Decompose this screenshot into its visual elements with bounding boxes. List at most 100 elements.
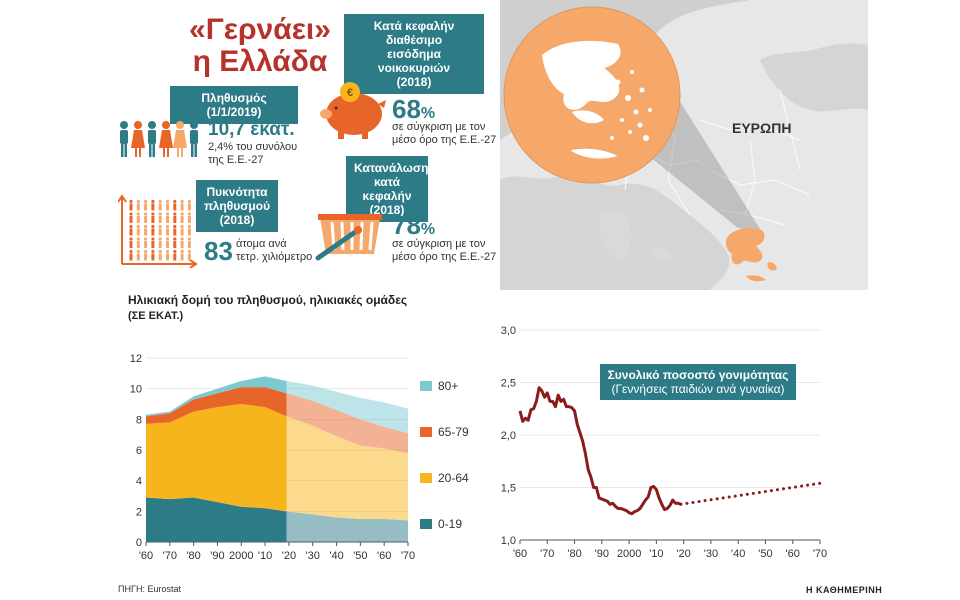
consumption-label-line2: κατά κεφαλήν (362, 175, 412, 203)
density-label-line3: (2018) (219, 213, 255, 227)
person-dot (180, 212, 184, 216)
page-title: «Γερνάει» η Ελλάδα (180, 14, 340, 78)
income-value-number: 68 (392, 94, 421, 124)
person-dot (173, 199, 177, 204)
age-chart-subtitle: (ΣΕ ΕΚΑΤ.) (128, 310, 184, 322)
x-tick-label: '70 (401, 550, 415, 562)
x-tick-label: '20 (676, 548, 690, 560)
population-note-line1: 2,4% του συνόλου (208, 141, 298, 153)
person-body (187, 216, 191, 223)
person-body (173, 216, 177, 223)
age-structure-chart: 0 2 4 6 8 10 12 '60 '70 '80 '90 2000 '10 '20 '30 '40 '50… (130, 353, 469, 562)
income-label-line1: Κατά κεφαλήν διαθέσιμο (373, 19, 455, 47)
title-line-2: η Ελλάδα (192, 45, 328, 78)
person-body (151, 241, 155, 248)
consumption-label-line3: (2018) (369, 203, 405, 217)
y-tick-label: 2,5 (501, 378, 516, 390)
income-note-line1: σε σύγκριση με τον (392, 121, 486, 133)
x-tick-label: '20 (282, 550, 296, 562)
person-body (144, 241, 148, 248)
y-tick-label: 10 (130, 384, 142, 396)
x-tick-label: '10 (258, 550, 272, 562)
person-dot (151, 249, 155, 254)
person-dot (151, 199, 155, 204)
income-note-line2: μέσο όρο της Ε.Ε.-27 (392, 134, 497, 146)
person-body (173, 241, 177, 248)
fertility-actual-line (518, 386, 682, 516)
x-tick-label: '30 (704, 548, 718, 560)
person-dot (136, 199, 140, 204)
person-body (173, 253, 177, 261)
area-20-64-actual (146, 404, 287, 512)
person-body (187, 228, 191, 236)
density-grid-icon (118, 194, 198, 268)
person-body (166, 241, 169, 248)
x-tick-label: 2000 (229, 550, 253, 562)
x-tick-label: '30 (306, 550, 320, 562)
person-body (144, 253, 148, 261)
x-tick-label: 2000 (617, 548, 641, 560)
area-80-plus-projection (286, 381, 408, 434)
population-label: Πληθυσμός (1/1/2019) (170, 86, 298, 124)
x-tick-label: '90 (210, 550, 224, 562)
x-tick-label: '60 (139, 550, 153, 562)
person-body (144, 203, 148, 211)
person-dot (187, 249, 191, 254)
x-tick-label: '60 (377, 550, 391, 562)
legend-20-64-swatch (420, 473, 432, 483)
density-label-line1: Πυκνότητα (206, 185, 268, 199)
person-dot (165, 249, 170, 254)
person-dot (151, 212, 155, 216)
legend-80-plus-label: 80+ (438, 379, 458, 393)
svg-text:€: € (347, 87, 353, 99)
person-body (151, 203, 155, 211)
density-label-line2: πληθυσμού (204, 199, 271, 213)
person-body (129, 241, 133, 248)
person-body (166, 203, 169, 211)
consumption-note-line2: μέσο όρο της Ε.Ε.-27 (392, 251, 497, 263)
consumption-note: σε σύγκριση με τον μέσο όρο της Ε.Ε.-27 (392, 238, 496, 264)
person-body (136, 216, 140, 223)
shopping-basket-icon (315, 214, 382, 261)
person-dot (158, 199, 162, 204)
person-body (144, 216, 148, 223)
person-dot (180, 224, 184, 229)
population-note-line2: της Ε.Ε.-27 (208, 154, 264, 166)
person-dot (180, 237, 184, 241)
consumption-label-line1: Κατανάλωση (354, 161, 429, 175)
fertility-title-box: Συνολικό ποσοστό γονιμότητας (Γεννήσεις … (600, 364, 796, 400)
person-body (129, 253, 133, 261)
x-tick-label: '80 (186, 550, 200, 562)
fertility-chart: 1,0 1,5 2,0 2,5 3,0 '60 '70 '80 '90 2000 '10 '20 '30… (501, 325, 827, 560)
person-body (158, 203, 162, 211)
person-dot (187, 212, 191, 216)
person-dot (144, 199, 148, 204)
person-dot (187, 237, 191, 241)
x-tick-label: '50 (758, 548, 772, 560)
legend-80-plus-swatch (420, 381, 432, 391)
consumption-value-number: 78 (392, 210, 421, 240)
person-dot (165, 237, 170, 241)
density-note: άτομα ανά τετρ. χιλιόμετρο (236, 238, 312, 264)
person-dot (173, 237, 177, 241)
person-body (151, 228, 155, 236)
legend-0-19-swatch (420, 519, 432, 529)
income-label: Κατά κεφαλήν διαθέσιμο εισόδημα νοικοκυρ… (344, 14, 484, 94)
y-tick-label: 3,0 (501, 325, 516, 337)
income-value: 68% (392, 94, 435, 125)
person-body (144, 228, 148, 236)
person-dot (158, 237, 162, 241)
person-dot (144, 249, 148, 254)
person-dot (129, 199, 133, 204)
consumption-value: 78% (392, 210, 435, 241)
map-label: ΕΥΡΩΠΗ (732, 120, 792, 136)
person-dot (173, 249, 177, 254)
x-tick-label: '60 (513, 548, 527, 560)
piggy-bank-icon: € (320, 82, 386, 139)
person-body (166, 216, 169, 223)
y-tick-label: 2 (136, 506, 142, 518)
person-body (151, 253, 155, 261)
person-body (166, 253, 169, 261)
x-tick-label: '40 (329, 550, 343, 562)
person-dot (158, 249, 162, 254)
